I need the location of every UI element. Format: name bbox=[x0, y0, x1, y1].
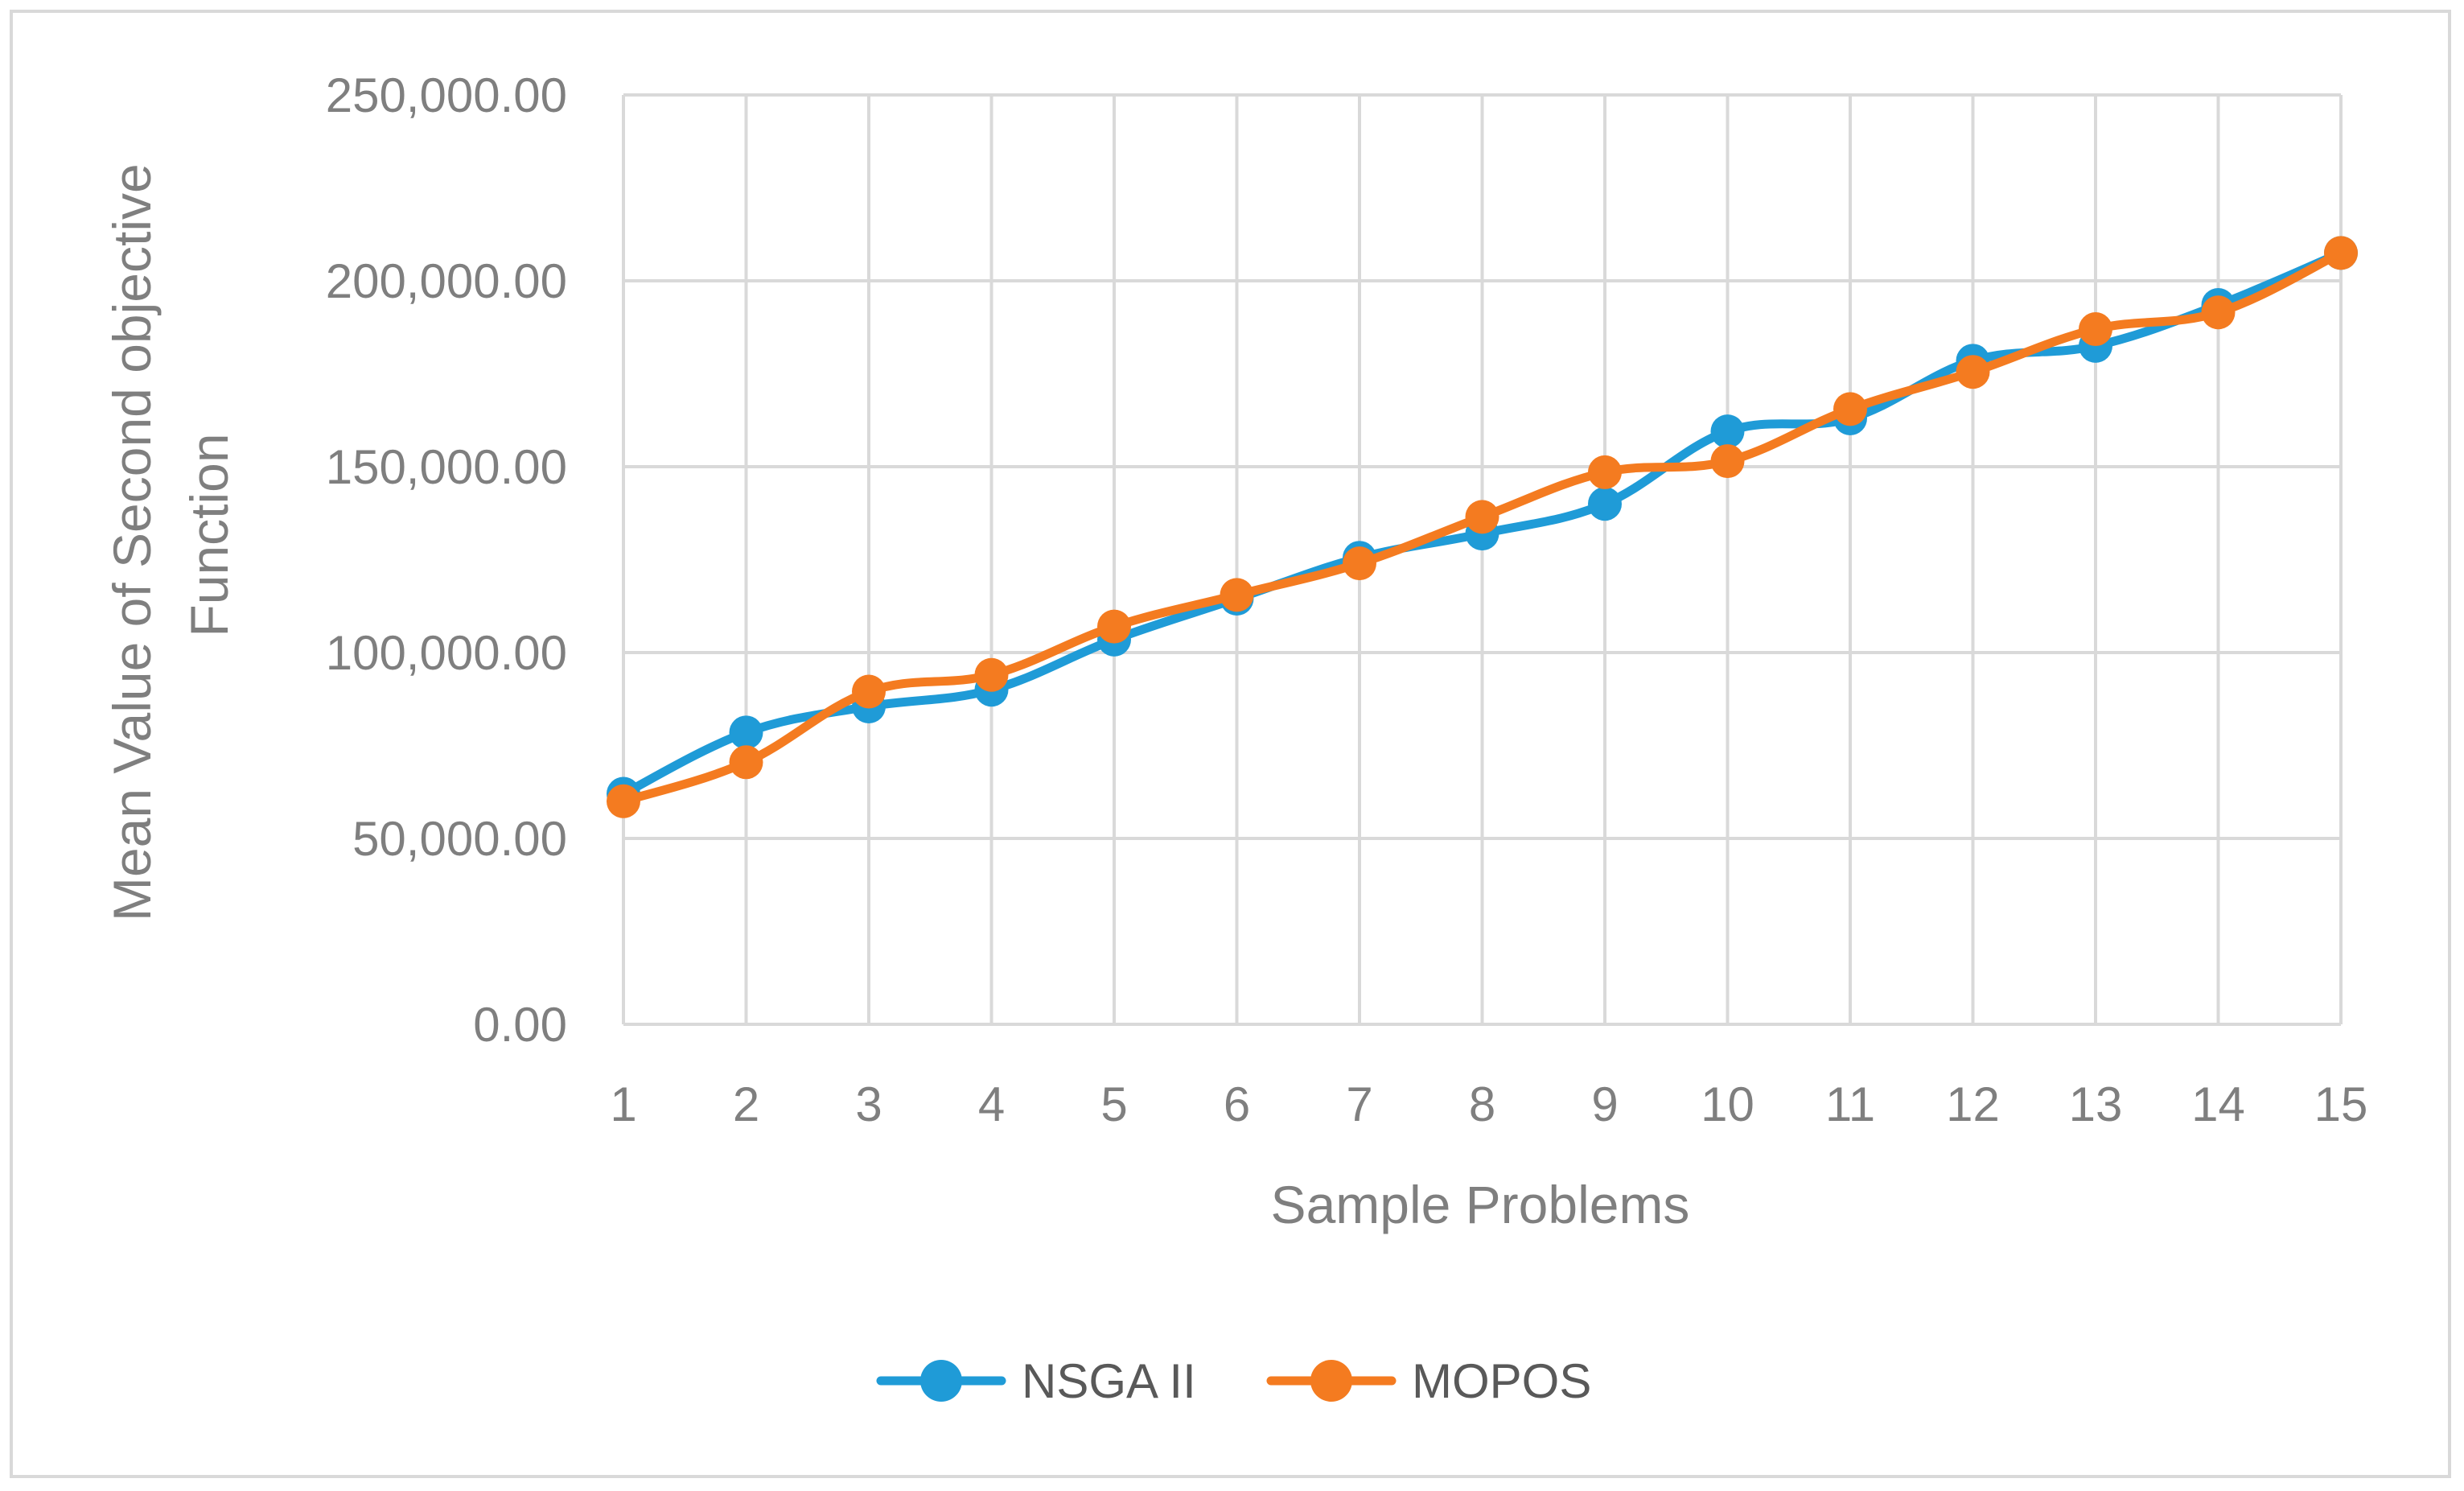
x-tick-label: 8 bbox=[1469, 1077, 1495, 1131]
x-tick-label: 14 bbox=[2191, 1077, 2245, 1131]
x-axis-title: Sample Problems bbox=[1271, 1175, 1690, 1234]
data-point-mopos bbox=[1956, 355, 1990, 389]
x-tick-label: 3 bbox=[855, 1077, 882, 1131]
data-point-mopos bbox=[1588, 455, 1622, 489]
legend: NSGA II MOPOS bbox=[876, 1354, 1591, 1408]
data-point-mopos bbox=[1343, 546, 1376, 581]
data-point-mopos bbox=[974, 657, 1009, 692]
legend-marker-mopos bbox=[1310, 1360, 1352, 1402]
x-tick-label: 6 bbox=[1224, 1077, 1250, 1131]
y-axis-title: Mean Value of Second objective Function bbox=[102, 149, 239, 921]
data-point-mopos bbox=[2201, 295, 2236, 330]
x-tick-label: 1 bbox=[610, 1077, 636, 1131]
y-tick-label: 0.00 bbox=[473, 998, 567, 1052]
data-point-mopos bbox=[1220, 578, 1254, 612]
legend-marker-nsga-ii bbox=[920, 1360, 962, 1402]
x-tick-label: 12 bbox=[1946, 1077, 2000, 1131]
x-axis-tick-labels: 1 2 3 4 5 6 7 8 9 10 11 12 13 14 15 bbox=[610, 1077, 2367, 1131]
x-tick-label: 9 bbox=[1591, 1077, 1618, 1131]
y-tick-label: 250,000.00 bbox=[326, 68, 567, 122]
data-point-nsga-ii bbox=[729, 715, 763, 750]
data-point-nsga-ii bbox=[1710, 414, 1745, 449]
x-tick-label: 5 bbox=[1100, 1077, 1127, 1131]
data-point-mopos bbox=[729, 745, 763, 780]
axis-titles: Sample Problems Mean Value of Second obj… bbox=[102, 149, 1690, 1234]
data-point-mopos bbox=[1465, 500, 1499, 534]
x-tick-label: 15 bbox=[2314, 1077, 2368, 1131]
data-point-mopos bbox=[1710, 444, 1745, 479]
legend-item-mopos: MOPOS bbox=[1266, 1354, 1591, 1408]
x-tick-label: 10 bbox=[1701, 1077, 1754, 1131]
data-point-mopos bbox=[2324, 236, 2358, 270]
y-axis-tick-labels: 0.00 50,000.00 100,000.00 150,000.00 200,000… bbox=[326, 68, 567, 1052]
x-tick-label: 4 bbox=[978, 1077, 1005, 1131]
x-tick-label: 2 bbox=[733, 1077, 759, 1131]
legend-label-nsga-ii: NSGA II bbox=[1022, 1354, 1196, 1408]
y-axis-title-line-1: Mean Value of Second objective bbox=[102, 163, 162, 921]
y-tick-label: 100,000.00 bbox=[326, 626, 567, 680]
legend-label-mopos: MOPOS bbox=[1412, 1354, 1591, 1408]
x-tick-label: 7 bbox=[1346, 1077, 1372, 1131]
data-point-mopos bbox=[852, 674, 886, 709]
y-tick-label: 200,000.00 bbox=[326, 254, 567, 308]
y-axis-title-line-2: Function bbox=[179, 433, 239, 636]
data-point-mopos bbox=[1097, 609, 1131, 644]
data-point-mopos bbox=[2079, 312, 2112, 347]
x-tick-label: 11 bbox=[1825, 1077, 1875, 1131]
y-tick-label: 50,000.00 bbox=[352, 812, 567, 866]
data-point-mopos bbox=[1833, 392, 1867, 426]
chart-frame bbox=[10, 10, 2451, 1478]
y-tick-label: 150,000.00 bbox=[326, 440, 567, 494]
data-point-mopos bbox=[607, 784, 640, 818]
series-mopos bbox=[607, 236, 2358, 818]
grid-lines bbox=[622, 93, 2343, 1026]
legend-item-nsga-ii: NSGA II bbox=[876, 1354, 1196, 1408]
series-layer bbox=[607, 236, 2358, 818]
x-tick-label: 13 bbox=[2069, 1077, 2123, 1131]
data-point-nsga-ii bbox=[1588, 487, 1622, 521]
